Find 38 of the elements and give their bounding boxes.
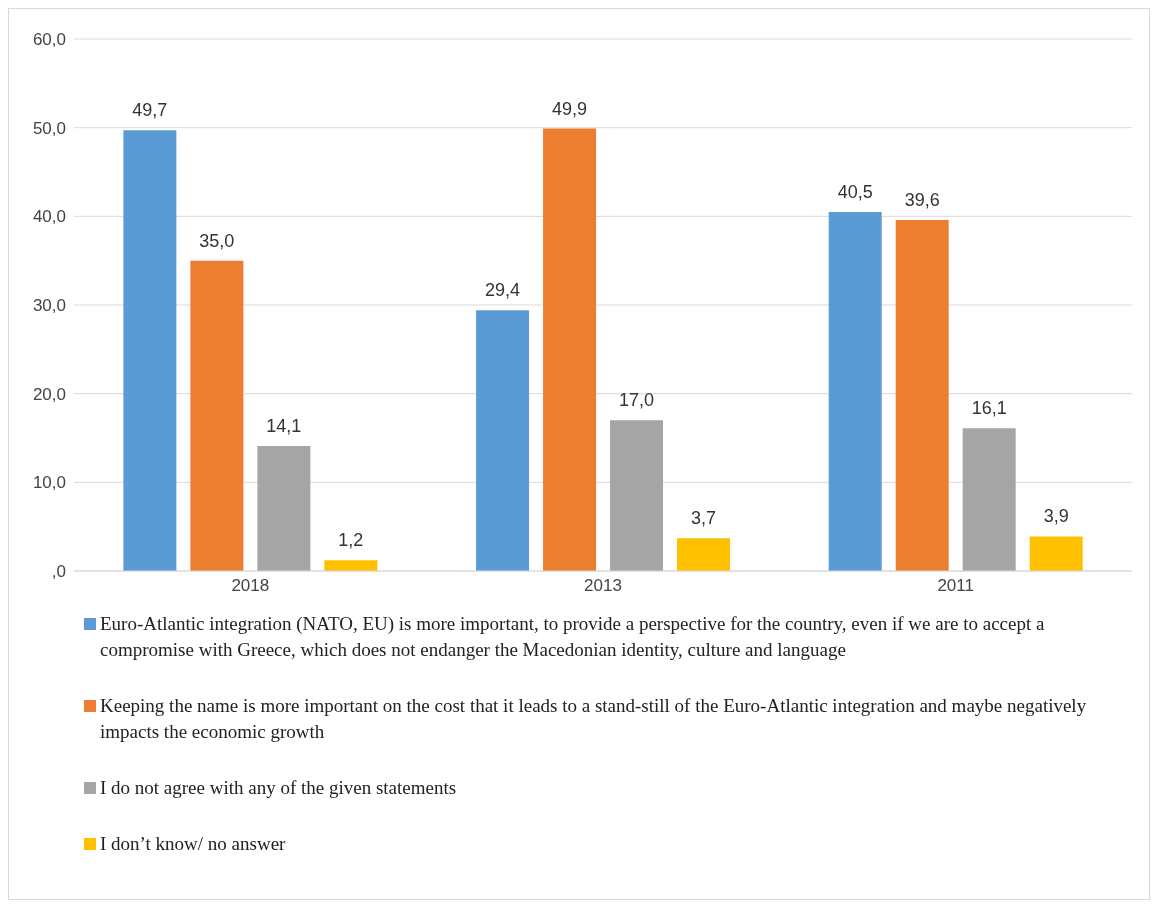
legend-label: Keeping the name is more important on the cost that it leads to a stand-still of the Euro-Atlantic integration and maybe negatively impacts the economic growth [100, 694, 1088, 744]
y-tick-label: ,0 [51, 562, 66, 582]
data-label: 49,9 [552, 98, 588, 119]
y-tick-label: 50,0 [32, 118, 66, 138]
data-label: 17,0 [619, 390, 655, 411]
data-label: 40,5 [837, 181, 873, 202]
data-label: 1,2 [338, 530, 364, 551]
bar [828, 211, 882, 571]
x-tick-label: 2018 [231, 576, 270, 596]
bar [962, 428, 1016, 571]
y-tick-label: 20,0 [32, 384, 66, 404]
data-label: 35,0 [199, 230, 235, 251]
bar [895, 219, 949, 571]
x-tick-label: 2013 [584, 576, 622, 596]
bar [190, 260, 244, 571]
y-tick-label: 30,0 [32, 296, 66, 316]
x-tick-label: 2011 [937, 576, 974, 596]
data-label: 29,4 [485, 280, 521, 301]
data-label: 14,1 [266, 415, 302, 436]
data-label: 49,7 [132, 100, 168, 121]
y-tick-label: 10,0 [32, 473, 66, 493]
bar [257, 445, 311, 571]
y-tick-label: 60,0 [32, 30, 66, 50]
bar [677, 538, 731, 571]
bar [1029, 536, 1083, 571]
legend-label: Euro-Atlantic integration (NATO, EU) is more important, to provide a perspective for the country, even if we are to accept a compromise with Greece, which does not endanger the Macedonian identity, culture and language [100, 612, 1046, 662]
data-label: 39,6 [904, 189, 940, 210]
bar [543, 128, 597, 571]
data-label: 3,7 [691, 508, 717, 529]
data-label: 3,9 [1043, 506, 1069, 527]
bar [324, 560, 378, 571]
y-tick-label: 40,0 [32, 207, 66, 227]
legend-label: I don’t know/ no answer [100, 832, 286, 856]
data-label: 16,1 [971, 398, 1007, 419]
bar [123, 130, 177, 571]
bar [610, 420, 664, 571]
bar [476, 310, 530, 571]
legend-label: I do not agree with any of the given statements [100, 776, 457, 800]
